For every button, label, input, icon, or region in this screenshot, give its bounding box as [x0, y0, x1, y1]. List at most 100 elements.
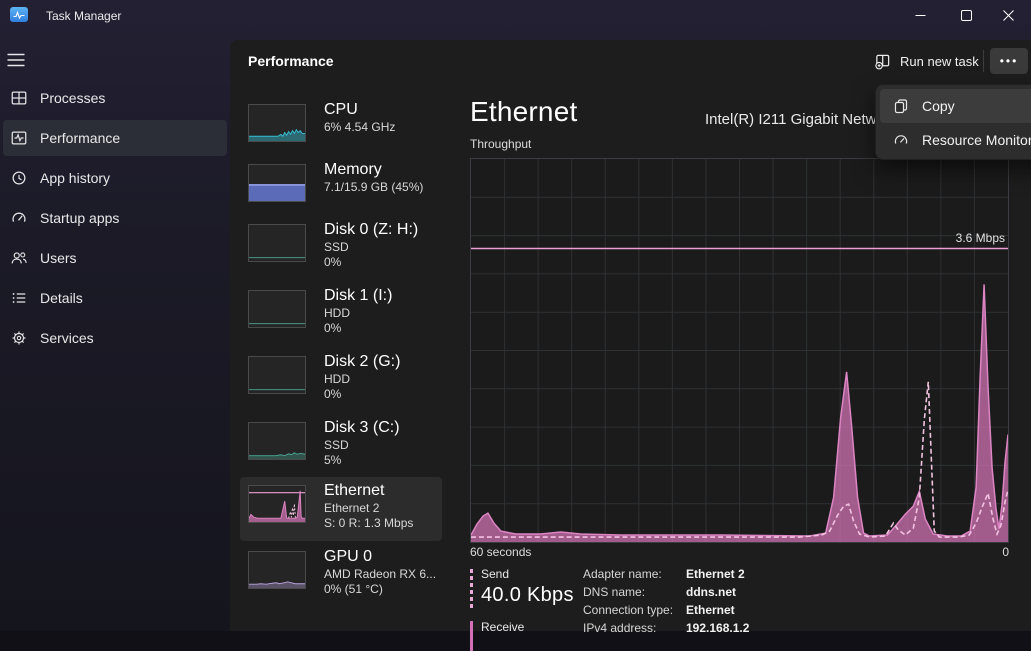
detail-value: Ethernet: [686, 603, 735, 617]
detail-row: DNS name: ddns.net: [583, 585, 749, 603]
services-icon: [9, 328, 29, 348]
detail-label: DNS name:: [583, 585, 646, 599]
app-logo-icon: [10, 7, 28, 22]
panel-title: Disk 1 (I:): [324, 287, 393, 304]
connection-details: Adapter name: Ethernet 2 DNS name: ddns.…: [583, 567, 749, 639]
sidebar-item-app-history[interactable]: App history: [3, 160, 227, 196]
sidebar-item-processes[interactable]: Processes: [3, 80, 227, 116]
startup-apps-icon: [9, 208, 29, 228]
main-chart-title: Ethernet: [470, 96, 578, 127]
window-title: Task Manager: [46, 9, 122, 23]
sidebar-item-label: Services: [40, 330, 94, 346]
panel-line: SSD: [324, 240, 349, 254]
app-history-icon: [9, 168, 29, 188]
panel-line: 0%: [324, 255, 342, 269]
adapter-title: Intel(R) I211 Gigabit Netw: [705, 111, 877, 128]
panel-gpu[interactable]: GPU 0 AMD Radeon RX 6... 0% (51 °C): [240, 543, 442, 609]
sidebar-item-label: Startup apps: [40, 210, 120, 226]
performance-page: Performance Run new task ••• CPU 6% 4.54…: [230, 40, 1031, 651]
run-new-task-icon: [875, 54, 890, 69]
detail-value: ddns.net: [686, 585, 736, 599]
detail-label: Connection type:: [583, 603, 674, 617]
gpu-mini-chart: [248, 551, 306, 589]
panel-line: 7.1/15.9 GB (45%): [324, 180, 424, 194]
performance-icon: [9, 128, 29, 148]
sidebar-item-services[interactable]: Services: [3, 320, 227, 356]
close-icon: [1002, 9, 1014, 21]
panel-title: Disk 3 (C:): [324, 419, 400, 436]
menu-item-label: Copy: [922, 98, 955, 114]
minimize-button[interactable]: [897, 0, 943, 30]
menu-item-copy[interactable]: Copy: [880, 89, 1031, 123]
sidebar-item-label: Processes: [40, 90, 106, 106]
detail-row: Connection type: Ethernet: [583, 603, 749, 621]
sidebar-item-label: Users: [40, 250, 77, 266]
users-icon: [9, 248, 29, 268]
send-label: Send: [481, 567, 510, 581]
disk3-mini-chart: [248, 422, 306, 460]
panel-line: 0%: [324, 387, 342, 401]
panel-line: Ethernet 2: [324, 501, 380, 515]
copy-icon: [894, 99, 908, 114]
run-new-task-button[interactable]: Run new task: [864, 46, 989, 76]
send-stat: Send 40.0 Kbps: [470, 567, 574, 609]
sidebar-item-startup-apps[interactable]: Startup apps: [3, 200, 227, 236]
sidebar-item-users[interactable]: Users: [3, 240, 227, 276]
ethernet-mini-chart: [248, 485, 306, 523]
page-title: Performance: [248, 53, 334, 69]
panel-title: CPU: [324, 101, 358, 118]
disk1-mini-chart: [248, 290, 306, 328]
header-divider: [983, 50, 984, 72]
sidebar-item-performance[interactable]: Performance: [3, 120, 227, 156]
panel-title: Disk 2 (G:): [324, 353, 401, 370]
panel-line: 0% (51 °C): [324, 582, 383, 596]
panel-ethernet[interactable]: Ethernet Ethernet 2 S: 0 R: 1.3 Mbps: [240, 477, 442, 541]
panel-line: 0%: [324, 321, 342, 335]
menu-item-resource-monitor[interactable]: Resource Monitor: [880, 123, 1031, 157]
panel-line: HDD: [324, 306, 350, 320]
axis-left-label: 60 seconds: [470, 545, 532, 559]
sidebar-item-details[interactable]: Details: [3, 280, 227, 316]
panel-disk1[interactable]: Disk 1 (I:) HDD 0%: [240, 282, 442, 348]
hamburger-menu-button[interactable]: [2, 44, 42, 76]
panel-cpu[interactable]: CPU 6% 4.54 GHz: [240, 96, 442, 156]
more-options-button[interactable]: •••: [990, 48, 1028, 74]
panel-title: Ethernet: [324, 482, 385, 499]
panel-disk0[interactable]: Disk 0 (Z: H:) SSD 0%: [240, 216, 442, 282]
sidebar-item-label: App history: [40, 170, 111, 186]
panel-disk3[interactable]: Disk 3 (C:) SSD 5%: [240, 414, 442, 476]
receive-legend-solid-indicator: [470, 621, 473, 651]
sidebar-item-label: Performance: [40, 130, 121, 146]
detail-value: 192.168.1.2: [686, 621, 750, 635]
run-new-task-label: Run new task: [900, 53, 979, 69]
resource-monitor-icon: [894, 135, 908, 144]
panel-line: 6% 4.54 GHz: [324, 120, 396, 134]
sidebar-item-label: Details: [40, 290, 83, 306]
hamburger-icon: [7, 53, 25, 67]
detail-label: Adapter name:: [583, 567, 662, 581]
panel-line: HDD: [324, 372, 350, 386]
chart-axis-labels: 60 seconds 0: [470, 545, 1009, 559]
receive-stat: Receive: [470, 620, 524, 651]
maximize-button[interactable]: [943, 0, 989, 30]
panel-title: Memory: [324, 161, 382, 178]
panel-line: AMD Radeon RX 6...: [324, 567, 437, 581]
send-value: 40.0 Kbps: [481, 584, 574, 606]
context-menu: Copy Resource Monitor: [875, 84, 1031, 160]
processes-icon: [9, 88, 29, 108]
panel-disk2[interactable]: Disk 2 (G:) HDD 0%: [240, 348, 442, 414]
menu-item-label: Resource Monitor: [922, 132, 1031, 148]
close-button[interactable]: [985, 0, 1031, 30]
disk0-mini-chart: [248, 224, 306, 262]
panel-line: 5%: [324, 453, 342, 467]
ellipsis-icon: •••: [999, 54, 1019, 68]
detail-label: IPv4 address:: [583, 621, 657, 635]
detail-row: IPv4 address: 192.168.1.2: [583, 621, 749, 639]
maximize-icon: [960, 9, 972, 21]
throughput-chart[interactable]: 3.6 Mbps: [470, 158, 1009, 543]
axis-right-label: 0: [1002, 545, 1009, 559]
panel-memory[interactable]: Memory 7.1/15.9 GB (45%): [240, 156, 442, 216]
panel-line: S: 0 R: 1.3 Mbps: [324, 516, 414, 530]
details-icon: [9, 288, 29, 308]
panel-title: Disk 0 (Z: H:): [324, 221, 419, 238]
